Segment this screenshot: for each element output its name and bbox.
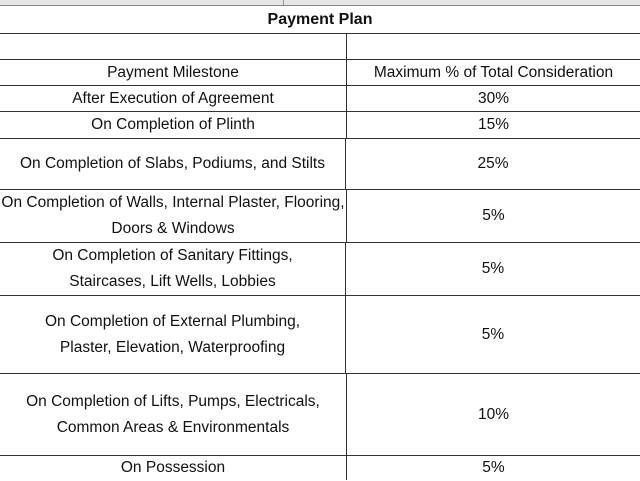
percent-cell: 5% <box>482 459 505 476</box>
milestone-cell: On Completion of Slabs, Podiums, and Sti… <box>0 139 346 189</box>
table-row: On Possession 5% <box>0 456 640 480</box>
header-percent: Maximum % of Total Consideration <box>373 63 614 81</box>
percent-cell: 30% <box>477 89 510 107</box>
table-row: After Execution of Agreement 30% <box>0 86 640 112</box>
percent-cell: 5% <box>481 325 505 343</box>
milestone-cell: On Completion of External Plumbing, Plas… <box>0 296 346 373</box>
table-row: On Completion of Slabs, Podiums, and Sti… <box>0 139 640 190</box>
table-title: Payment Plan <box>0 6 640 34</box>
percent-cell: 25% <box>477 155 509 172</box>
percent-cell: 5% <box>481 260 505 277</box>
empty-row <box>0 34 640 60</box>
milestone-cell: On Completion of Sanitary Fittings, Stai… <box>0 243 346 295</box>
milestone-cell: On Completion of Walls, Internal Plaster… <box>0 190 347 242</box>
table-row: On Completion of External Plumbing, Plas… <box>0 296 640 374</box>
percent-cell: 5% <box>482 207 505 224</box>
milestone-cell: On Possession <box>0 456 347 480</box>
header-milestone: Payment Milestone <box>0 60 347 85</box>
top-strip <box>0 0 640 6</box>
header-row: Payment Milestone Maximum % of Total Con… <box>0 60 640 86</box>
percent-cell: 15% <box>477 116 510 133</box>
table-row: On Completion of Sanitary Fittings, Stai… <box>0 243 640 296</box>
table-row: On Completion of Plinth 15% <box>0 112 640 139</box>
milestone-cell: On Completion of Lifts, Pumps, Electrica… <box>0 374 347 455</box>
table-row: On Completion of Walls, Internal Plaster… <box>0 190 640 243</box>
percent-cell: 10% <box>477 405 510 423</box>
milestone-cell: After Execution of Agreement <box>0 86 347 111</box>
milestone-cell: On Completion of Plinth <box>0 112 347 138</box>
table-row: On Completion of Lifts, Pumps, Electrica… <box>0 374 640 456</box>
